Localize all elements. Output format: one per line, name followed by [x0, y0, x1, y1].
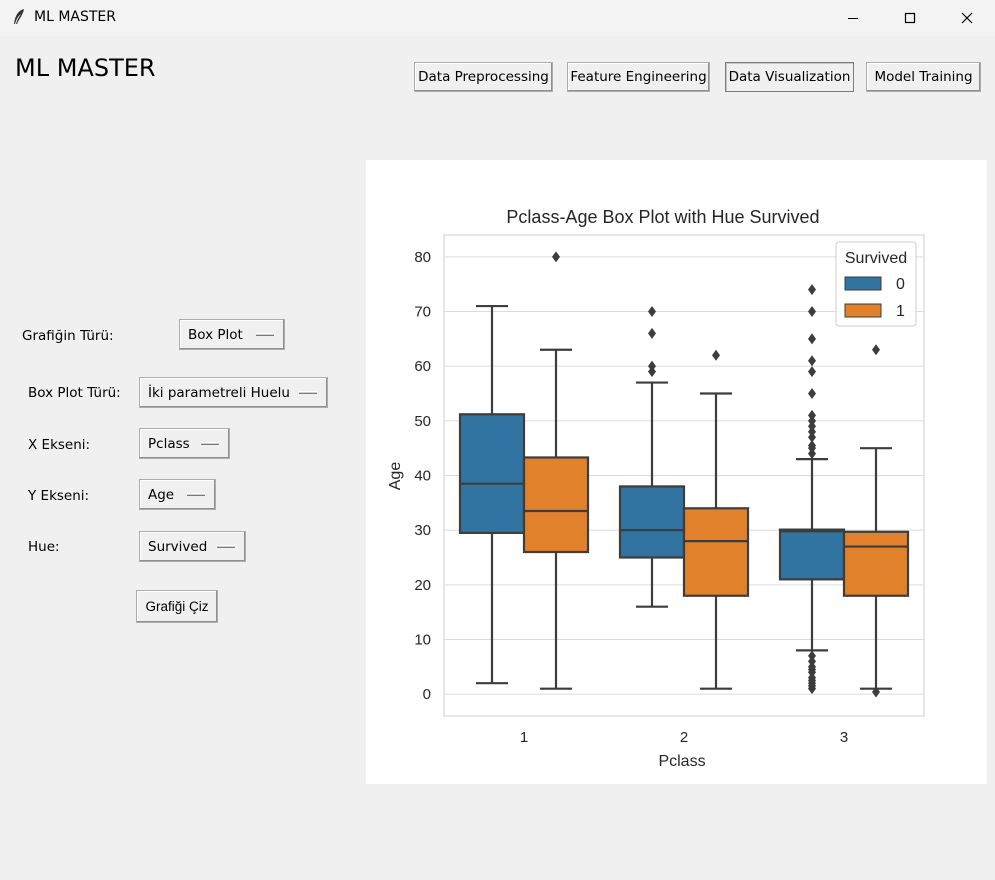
minimize-icon: [848, 18, 858, 19]
y-tick-label: 20: [414, 577, 431, 594]
app-heading: ML MASTER: [15, 54, 156, 82]
outlier-point: [808, 306, 816, 318]
minimize-button[interactable]: [824, 0, 882, 36]
option-menu-indicator-icon: [201, 442, 219, 445]
maximize-icon: [904, 12, 916, 24]
outlier-point: [808, 409, 816, 421]
window-titlebar: ML MASTER: [0, 0, 995, 36]
box-body: [522, 456, 590, 554]
hue-value: Survived: [148, 538, 208, 555]
outlier-point: [808, 333, 816, 345]
outlier-point: [648, 360, 656, 372]
feature-engineering-button[interactable]: Feature Engineering: [567, 62, 710, 92]
box-body: [618, 485, 686, 559]
y-tick-label: 10: [414, 631, 431, 648]
option-menu-indicator-icon: [256, 333, 274, 336]
window-title: ML MASTER: [34, 9, 116, 25]
x-tick-label: 3: [840, 729, 848, 746]
close-button[interactable]: [938, 0, 995, 36]
y-axis-title: Age: [387, 462, 404, 491]
y-axis-menu[interactable]: Age: [139, 479, 216, 510]
legend-label: 1: [896, 303, 905, 320]
boxplot-type-label: Box Plot Türü:: [28, 385, 121, 401]
y-axis-value: Age: [148, 486, 175, 503]
outlier-point: [872, 344, 880, 356]
data-preprocessing-button[interactable]: Data Preprocessing: [414, 62, 553, 92]
x-axis-title: Pclass: [658, 753, 705, 770]
x-axis-menu[interactable]: Pclass: [139, 428, 230, 459]
maximize-button[interactable]: [881, 0, 939, 36]
y-tick-label: 0: [423, 686, 431, 703]
y-tick-label: 60: [414, 358, 431, 375]
box-body: [778, 528, 846, 581]
outlier-point: [808, 388, 816, 400]
close-icon: [961, 12, 973, 24]
legend-swatch: [844, 276, 882, 291]
draw-chart-button[interactable]: Grafiği Çiz: [136, 590, 218, 623]
option-menu-indicator-icon: [187, 493, 205, 496]
outlier-point: [712, 349, 720, 361]
y-axis-label: Y Ekseni:: [28, 488, 90, 504]
model-training-button[interactable]: Model Training: [866, 62, 981, 92]
box-body: [458, 413, 526, 534]
hue-label: Hue:: [28, 539, 60, 555]
chart-type-value: Box Plot: [188, 326, 243, 343]
outlier-point: [808, 284, 816, 296]
legend-label: 0: [896, 276, 905, 293]
y-tick-label: 30: [414, 522, 431, 539]
outlier-point: [648, 327, 656, 339]
x-tick-label: 1: [520, 729, 528, 746]
chart-title: Pclass-Age Box Plot with Hue Survived: [506, 207, 819, 227]
boxplot-type-menu[interactable]: İki parametreli Huelu: [139, 377, 328, 408]
outlier-point: [808, 366, 816, 378]
hue-menu[interactable]: Survived: [139, 531, 246, 562]
data-visualization-button[interactable]: Data Visualization: [725, 62, 854, 92]
box-body: [682, 507, 750, 597]
outlier-point: [648, 306, 656, 318]
outlier-point: [808, 650, 816, 662]
boxplot-type-value: İki parametreli Huelu: [148, 384, 290, 401]
chart-type-menu[interactable]: Box Plot: [179, 319, 285, 350]
legend-swatch: [844, 303, 882, 318]
feather-icon: [14, 9, 24, 24]
y-tick-label: 50: [414, 413, 431, 430]
y-tick-label: 70: [414, 304, 431, 321]
outlier-point: [808, 355, 816, 367]
chart-type-label: Grafiğin Türü:: [22, 328, 114, 344]
x-tick-label: 2: [680, 729, 688, 746]
y-tick-label: 80: [414, 249, 431, 266]
box-body: [842, 530, 910, 597]
legend-title: Survived: [845, 250, 907, 267]
option-menu-indicator-icon: [299, 391, 317, 394]
outlier-point: [808, 439, 816, 451]
x-axis-label: X Ekseni:: [28, 437, 91, 453]
y-tick-label: 40: [414, 468, 431, 485]
outlier-point: [872, 686, 880, 698]
x-axis-value: Pclass: [148, 435, 190, 452]
chart-panel: Pclass-Age Box Plot with Hue Survived Pc…: [366, 160, 987, 784]
outlier-point: [552, 251, 560, 263]
box-plot-chart: Pclass-Age Box Plot with Hue Survived Pc…: [387, 207, 925, 770]
option-menu-indicator-icon: [217, 545, 235, 548]
